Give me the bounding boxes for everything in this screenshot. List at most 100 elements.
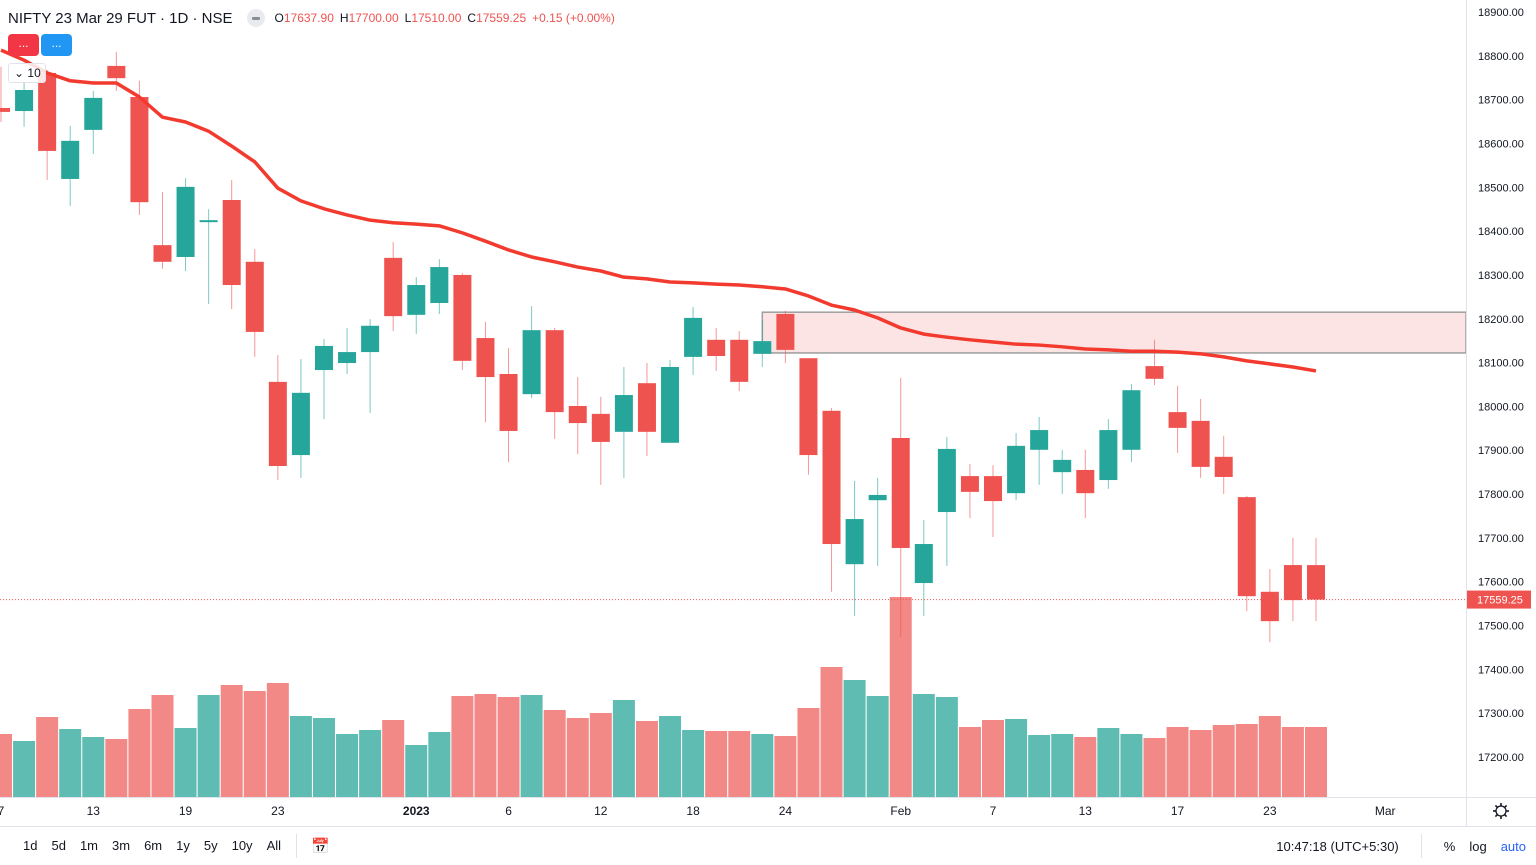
volume-bar xyxy=(1051,734,1074,797)
candle-body xyxy=(338,352,357,364)
y-tick: 17600.00 xyxy=(1478,577,1524,589)
volume-bar xyxy=(1074,737,1097,797)
indicator-button-red[interactable]: ... xyxy=(8,34,39,56)
candle-body xyxy=(1099,430,1118,481)
volume-bar xyxy=(474,694,497,797)
volume-bar xyxy=(1189,730,1212,797)
candle-body xyxy=(707,339,726,357)
x-tick: 23 xyxy=(271,804,285,818)
percent-toggle[interactable]: % xyxy=(1443,838,1456,854)
divider xyxy=(1420,834,1422,858)
candle-body xyxy=(153,245,172,262)
x-tick: 18 xyxy=(686,804,700,818)
y-tick: 17400.00 xyxy=(1478,664,1524,676)
candle-body xyxy=(1214,456,1233,477)
close-value: C17559.25 xyxy=(467,11,527,25)
candle-body xyxy=(61,140,80,179)
candle-body xyxy=(684,317,703,357)
volume-bar xyxy=(382,720,405,797)
candle-body xyxy=(1007,445,1026,494)
candle-body xyxy=(291,392,310,456)
candle-body xyxy=(0,107,10,112)
volume-bar xyxy=(13,741,36,797)
volume-bar xyxy=(728,731,751,797)
y-tick: 17300.00 xyxy=(1478,708,1524,720)
volume-bar xyxy=(751,734,774,797)
candle-body xyxy=(1306,565,1325,600)
range-1m[interactable]: 1m xyxy=(79,838,98,853)
y-tick: 18700.00 xyxy=(1478,95,1524,107)
clock-timezone[interactable]: 10:47:18 (UTC+5:30) xyxy=(1276,838,1399,854)
volume-bar xyxy=(635,721,658,797)
x-tick: 17 xyxy=(1171,804,1185,818)
last-price-tag: 17559.25 xyxy=(1467,590,1531,609)
range-5y[interactable]: 5y xyxy=(203,838,218,853)
candle-body xyxy=(614,395,633,432)
volume-bar xyxy=(566,718,589,797)
range-all[interactable]: All xyxy=(266,838,282,853)
candle-body xyxy=(453,274,472,361)
y-tick: 18000.00 xyxy=(1478,401,1524,413)
price-axis[interactable] xyxy=(1466,0,1536,797)
candle-body xyxy=(730,339,749,382)
volume-bar xyxy=(797,708,820,797)
candle-body xyxy=(38,72,57,151)
last-price-label: 17559.25 xyxy=(1477,595,1523,607)
range-1d[interactable]: 1d xyxy=(23,838,38,853)
range-5d[interactable]: 5d xyxy=(51,838,66,853)
volume-bar xyxy=(405,745,428,797)
x-tick: Mar xyxy=(1375,804,1396,818)
divider xyxy=(296,833,298,858)
indicators-collapse-button[interactable]: ⌄ 10 xyxy=(8,63,46,83)
volume-bar xyxy=(36,717,59,797)
candle-body xyxy=(984,476,1003,502)
volume-bar xyxy=(1097,728,1120,797)
x-tick: 2023 xyxy=(403,804,430,818)
range-6m[interactable]: 6m xyxy=(144,838,163,853)
candle-body xyxy=(753,341,772,354)
range-1y[interactable]: 1y xyxy=(176,838,190,853)
log-toggle[interactable]: log xyxy=(1469,838,1487,854)
candle-body xyxy=(384,257,403,317)
volume-bar xyxy=(336,734,359,797)
volume-bar xyxy=(659,716,682,797)
volume-bar xyxy=(174,728,197,797)
candle-body xyxy=(1122,390,1141,450)
volume-bar xyxy=(1028,735,1051,797)
volume-bar xyxy=(1166,727,1189,797)
calendar-goto-icon[interactable]: 📅 xyxy=(311,837,330,855)
hide-icon[interactable] xyxy=(246,9,265,27)
volume-bar xyxy=(266,683,289,797)
indicator-button-blue[interactable]: ... xyxy=(41,34,72,56)
volume-bar xyxy=(935,697,958,797)
volume-bar xyxy=(1212,725,1235,797)
candle-body xyxy=(1283,565,1302,601)
volume-bar xyxy=(0,734,12,797)
range-3m[interactable]: 3m xyxy=(112,838,131,853)
range-10y[interactable]: 10y xyxy=(231,838,253,853)
candle-body xyxy=(822,410,841,545)
rectangle-zone[interactable] xyxy=(761,311,1467,354)
price-chart[interactable]: 18900.00 18800.00 18700.00 18600.00 18500.00… xyxy=(0,0,1536,826)
candle-body xyxy=(1237,497,1256,597)
candle-body xyxy=(1191,420,1210,467)
y-tick: 17500.00 xyxy=(1478,621,1524,633)
candle-body xyxy=(314,345,333,371)
volume-bar xyxy=(843,680,866,797)
volume-bar xyxy=(705,731,728,797)
low-value: L17510.00 xyxy=(404,11,462,25)
candle-body xyxy=(914,544,933,584)
symbol-title[interactable]: NIFTY 23 Mar 29 FUT · 1D · NSE xyxy=(8,9,233,27)
settings-gear-icon[interactable] xyxy=(1493,803,1509,819)
auto-toggle[interactable]: auto xyxy=(1500,838,1526,854)
candle-body xyxy=(1076,469,1095,494)
candle-body xyxy=(545,330,564,413)
candles xyxy=(0,51,1325,643)
volume-bar xyxy=(1235,724,1258,797)
volume-bar xyxy=(682,730,705,797)
x-tick-labels: 7 13 19 23 2023 6 12 18 24 Feb 7 13 17 23 Mar xyxy=(0,804,1396,818)
y-tick: 18900.00 xyxy=(1478,7,1524,19)
volume-bar xyxy=(312,718,335,797)
volume-bar xyxy=(543,710,566,797)
candle-body xyxy=(637,383,656,432)
